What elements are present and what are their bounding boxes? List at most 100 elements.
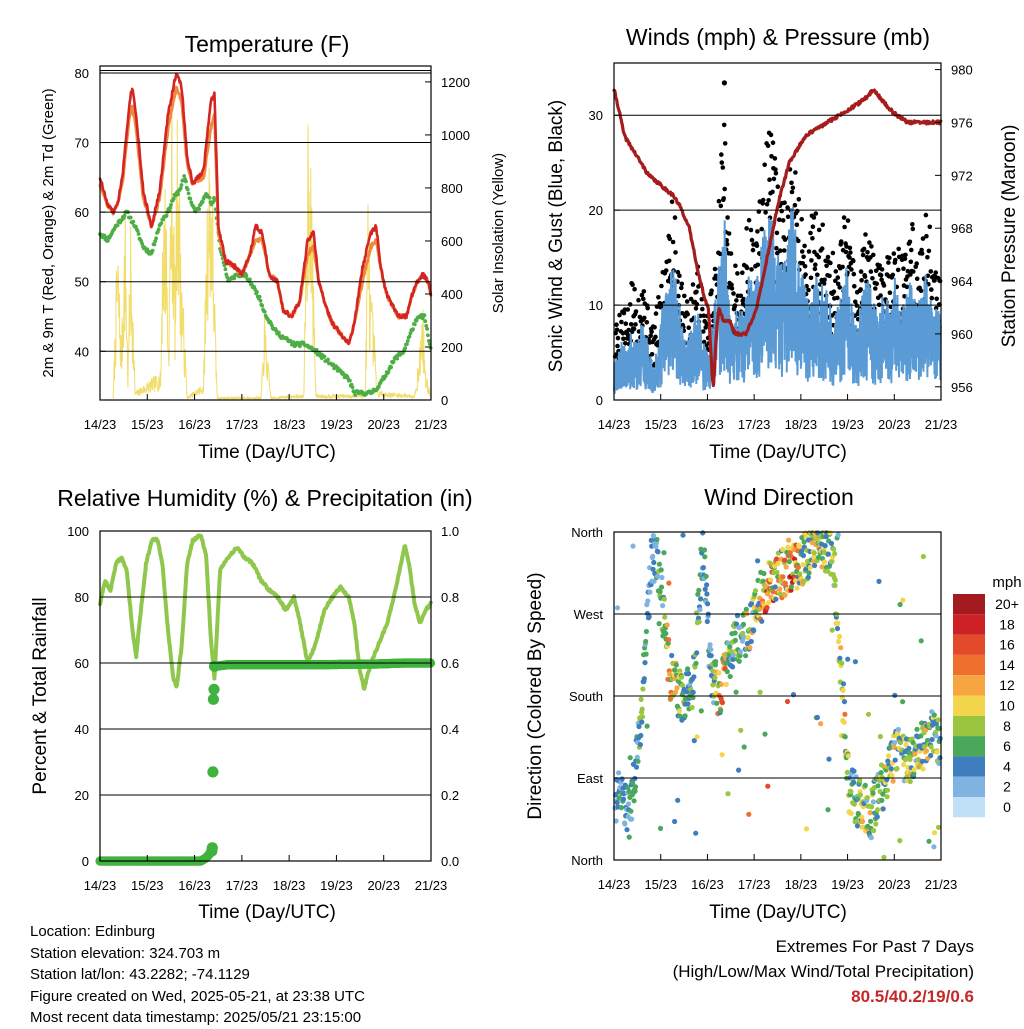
winds-right-tick-label: 968 (951, 221, 973, 236)
direction-point (698, 596, 704, 602)
direction-point (819, 564, 825, 570)
gust-point (926, 248, 932, 254)
gust-point (849, 267, 854, 272)
gust-point (794, 222, 800, 228)
dewpoint-point (176, 192, 180, 197)
dewpoint-point (115, 223, 120, 228)
direction-point (869, 804, 875, 810)
direction-point (874, 814, 880, 820)
gust-point (729, 286, 735, 291)
direction-point (663, 630, 669, 637)
gust-point (847, 245, 853, 251)
gust-point (802, 243, 807, 249)
direction-point (730, 664, 736, 670)
legend-swatch (953, 756, 985, 777)
direction-point (747, 644, 753, 651)
direction-title: Wind Direction (704, 484, 854, 510)
gust-point (909, 247, 914, 253)
direction-point (831, 546, 837, 552)
winds-x-tick-label: 18/23 (785, 417, 818, 432)
gust-point (803, 272, 808, 277)
direction-point (840, 687, 846, 694)
gust-point (653, 334, 658, 340)
gust-point (694, 289, 699, 295)
winds-y-tick-label: 0 (596, 393, 603, 408)
station-location: Location: Edinburg (30, 923, 156, 940)
direction-point (733, 689, 739, 695)
gust-point (824, 263, 829, 269)
direction-point (786, 559, 792, 565)
gust-point (746, 217, 752, 223)
dewpoint-point (314, 347, 319, 352)
gust-point (877, 263, 882, 268)
direction-point (730, 656, 736, 663)
gust-point (812, 266, 818, 272)
dewpoint-point (128, 215, 133, 220)
dewpoint-point (131, 219, 136, 224)
precip-point (207, 693, 219, 705)
gust-point (633, 309, 639, 314)
gust-point (851, 258, 856, 264)
gust-point (621, 336, 626, 342)
direction-point (694, 650, 700, 656)
gust-point (927, 224, 933, 230)
gust-point (907, 239, 913, 245)
direction-point (680, 682, 686, 689)
gust-point (833, 278, 838, 284)
dewpoint-point (188, 196, 193, 201)
direction-point (880, 791, 886, 797)
direction-point (875, 807, 881, 813)
gust-point (719, 160, 725, 165)
gust-point (740, 270, 745, 276)
temperature-panel: Temperature (F) 14/23 15/23 16/23 17/23 18/2… (40, 31, 507, 463)
gust-point (614, 327, 620, 333)
direction-point (788, 584, 795, 590)
humidity-x-ticks: 14/23 15/23 16/23 17/23 18/23 19/23 20/23 21/23 (84, 855, 448, 893)
gust-point (619, 319, 624, 325)
direction-point (857, 777, 863, 783)
dewpoint-point (422, 313, 427, 318)
gust-point (703, 325, 708, 330)
dewpoint-point (232, 276, 237, 281)
direction-point (627, 755, 633, 761)
gust-point (860, 252, 866, 258)
direction-point (885, 753, 892, 759)
gust-point (724, 241, 730, 247)
direction-point (832, 551, 838, 557)
gust-point (777, 217, 782, 222)
gust-point (712, 266, 718, 272)
direction-point (837, 655, 843, 661)
gust-point (653, 311, 659, 316)
direction-point (743, 653, 749, 659)
direction-point (884, 787, 891, 793)
dewpoint-point (411, 327, 415, 332)
legend-label: 10 (999, 698, 1015, 714)
dewpoint-point (257, 294, 262, 299)
direction-point (618, 805, 625, 811)
humidity-y-tick-label: 20 (75, 788, 89, 803)
direction-point (929, 736, 935, 743)
direction-point (890, 778, 896, 784)
legend-label: 14 (999, 657, 1015, 673)
temperature-title: Temperature (F) (185, 31, 350, 57)
gust-point (728, 251, 734, 256)
gust-point (679, 285, 684, 291)
dewpoint-point (386, 370, 391, 374)
direction-point (732, 630, 738, 636)
direction-point (935, 824, 942, 830)
humidity-x-tick-label: 21/23 (415, 878, 448, 893)
direction-point (725, 791, 731, 797)
direction-point (656, 561, 663, 567)
humidity-x-tick-label: 16/23 (178, 878, 211, 893)
gust-point (896, 246, 901, 252)
temperature-x-label: Time (Day/UTC) (198, 442, 336, 463)
direction-point (736, 658, 742, 664)
direction-point (642, 660, 648, 666)
direction-point (708, 646, 714, 653)
gust-point (684, 299, 690, 304)
direction-point (918, 638, 924, 644)
dewpoint-point (262, 309, 267, 314)
direction-point (892, 692, 898, 698)
gust-point (721, 80, 728, 86)
direction-point (764, 605, 770, 611)
